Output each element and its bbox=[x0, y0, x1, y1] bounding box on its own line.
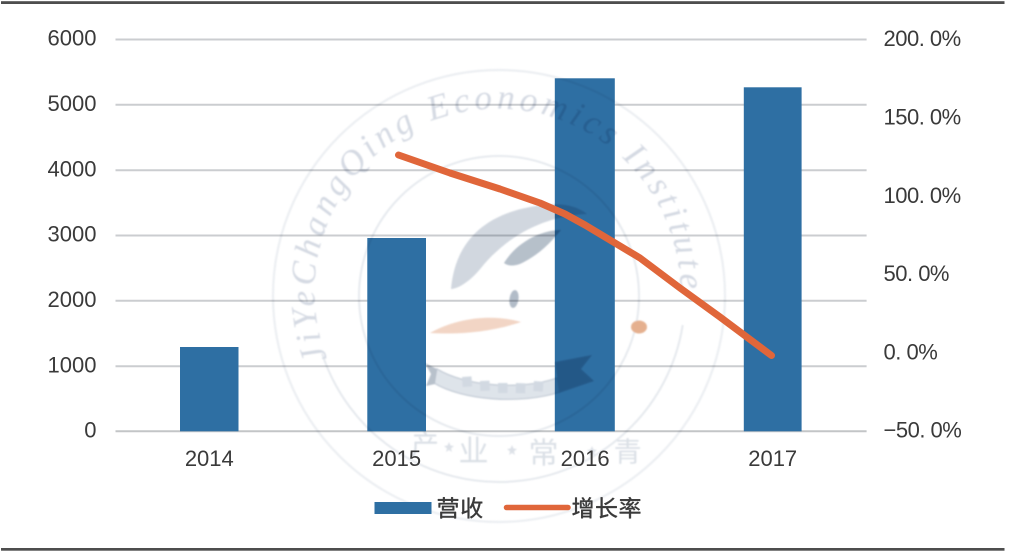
svg-text:2014: 2014 bbox=[185, 446, 234, 471]
svg-text:150. 0%: 150. 0% bbox=[884, 105, 961, 130]
svg-text:200. 0%: 200. 0% bbox=[884, 26, 961, 51]
svg-text:2000: 2000 bbox=[48, 287, 97, 312]
svg-text:5000: 5000 bbox=[48, 91, 97, 116]
svg-text:−50. 0%: −50. 0% bbox=[884, 418, 962, 443]
svg-text:0. 0%: 0. 0% bbox=[884, 339, 938, 364]
svg-text:50. 0%: 50. 0% bbox=[884, 261, 950, 286]
svg-text:3000: 3000 bbox=[48, 222, 97, 247]
svg-text:6000: 6000 bbox=[48, 26, 97, 51]
svg-text:2015: 2015 bbox=[372, 446, 421, 471]
svg-text:2016: 2016 bbox=[561, 446, 610, 471]
svg-text:4000: 4000 bbox=[48, 156, 97, 181]
svg-text:1000: 1000 bbox=[48, 352, 97, 377]
svg-text:2017: 2017 bbox=[748, 446, 797, 471]
svg-text:0: 0 bbox=[84, 418, 96, 443]
svg-text:100. 0%: 100. 0% bbox=[884, 183, 961, 208]
